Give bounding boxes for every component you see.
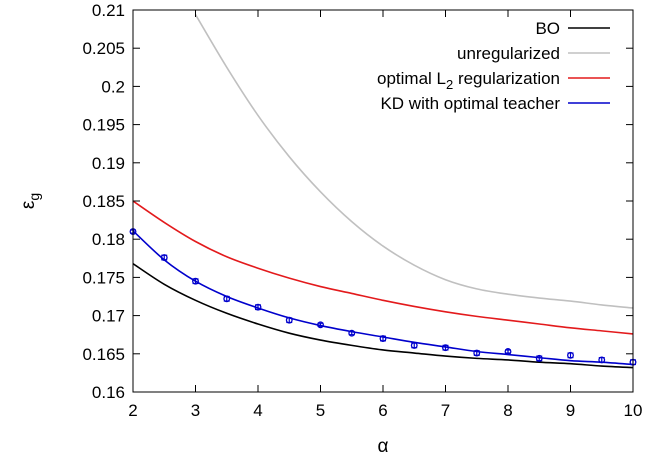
legend-label-main: unregularized (457, 44, 560, 63)
y-tick-label: 0.195 (82, 116, 125, 135)
error-bars (129, 228, 637, 366)
axis-ticks: 2 3 4 5 6 7 8 9 10 0.16 0.165 0.17 0.175 0.18 0.185 0.1… (82, 1, 642, 420)
y-tick-label: 0.18 (92, 230, 125, 249)
x-tick-label: 8 (503, 401, 512, 420)
data-point (160, 254, 168, 261)
x-tick-label: 9 (566, 401, 575, 420)
legend: BO unregularized optimal L2 regularization… (377, 19, 610, 113)
x-tick-label: 2 (128, 401, 137, 420)
series-line-optimal-l2-regularization (133, 200, 633, 335)
x-tick-label: 7 (441, 401, 450, 420)
x-axis-label: α (378, 436, 389, 457)
legend-label-main: BO (535, 19, 560, 38)
y-tick-label: 0.21 (92, 1, 125, 20)
x-tick-label: 10 (624, 401, 643, 420)
legend-label: unregularized (457, 44, 560, 63)
series-line-kd-with-optimal-teacher (133, 230, 633, 366)
y-axis-label-subscript: g (26, 193, 42, 201)
y-axis-label-main: ε (18, 200, 39, 209)
y-tick-label: 0.175 (82, 268, 125, 287)
legend-label-suffix: regularization (453, 69, 560, 88)
x-tick-label: 5 (316, 401, 325, 420)
data-point (598, 356, 606, 364)
curves (133, 14, 633, 369)
x-tick-label: 6 (378, 401, 387, 420)
y-tick-label: 0.19 (92, 154, 125, 173)
data-point (285, 316, 293, 324)
data-point (348, 329, 356, 337)
legend-label-main: optimal L (377, 69, 446, 88)
legend-label: BO (535, 19, 560, 38)
data-point (223, 295, 231, 303)
data-point (254, 303, 262, 311)
plot-frame (132, 9, 634, 393)
x-tick-label: 4 (253, 401, 262, 420)
y-tick-label: 0.17 (92, 307, 125, 326)
data-point (410, 341, 418, 349)
y-tick-label: 0.185 (82, 192, 125, 211)
data-point (379, 335, 387, 342)
data-point (473, 349, 481, 357)
legend-label: optimal L2 regularization (377, 69, 560, 92)
legend-label-subscript: 2 (446, 77, 453, 92)
x-tick-label: 3 (191, 401, 200, 420)
data-point (442, 344, 449, 352)
y-tick-label: 0.205 (82, 39, 125, 58)
y-tick-label: 0.2 (101, 77, 125, 96)
legend-label-main: KD with optimal teacher (380, 94, 560, 113)
data-point (192, 277, 199, 285)
y-axis-label: εg (18, 193, 42, 209)
legend-label: KD with optimal teacher (380, 94, 560, 113)
data-point (535, 354, 543, 362)
series-line-unregularized (194, 14, 633, 309)
series-line-bo (133, 262, 633, 369)
data-point (504, 348, 512, 355)
y-tick-label: 0.16 (92, 383, 125, 402)
data-point (567, 351, 574, 359)
data-point (317, 321, 324, 329)
y-tick-label: 0.165 (82, 345, 125, 364)
